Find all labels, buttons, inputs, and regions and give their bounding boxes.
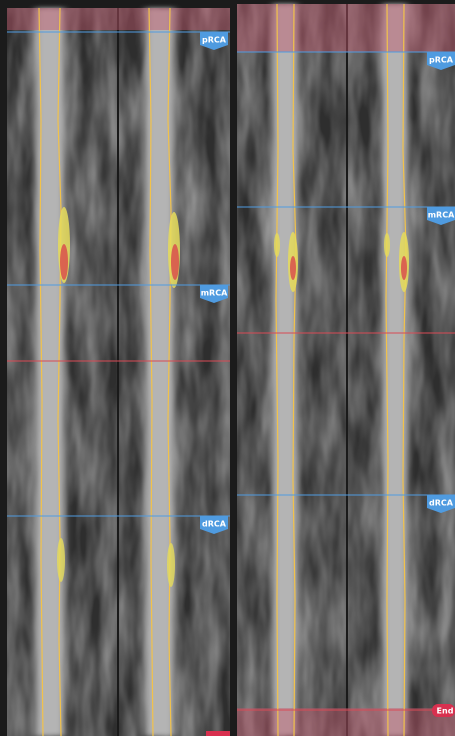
vessel-viewer: pRCA mRCA dRCA pRCA mRCA dRCA (0, 0, 455, 736)
marker-label: pRCA (429, 56, 454, 65)
marker-label: pRCA (202, 36, 227, 45)
marker-label: mRCA (201, 289, 228, 298)
marker-label: dRCA (429, 499, 454, 508)
plaque (60, 244, 68, 280)
vessel (30, 8, 70, 736)
excluded-region (237, 4, 455, 52)
plaque (171, 244, 179, 280)
right-panel: pRCA mRCA dRCA End (237, 4, 455, 736)
vessel (268, 4, 302, 736)
plaque (290, 256, 296, 280)
vessel (378, 4, 412, 736)
plaque (401, 256, 407, 280)
marker-label: dRCA (202, 520, 227, 529)
plaque (274, 233, 280, 257)
excluded-region (237, 708, 455, 736)
plaque (384, 233, 390, 257)
vessel (140, 8, 180, 736)
marker-label: mRCA (428, 211, 455, 220)
plaque (167, 543, 175, 587)
marker-label: End (437, 707, 454, 716)
marker-tag[interactable] (206, 731, 230, 736)
left-panel: pRCA mRCA dRCA (7, 8, 230, 736)
plaque (57, 538, 65, 582)
excluded-region (7, 8, 230, 30)
